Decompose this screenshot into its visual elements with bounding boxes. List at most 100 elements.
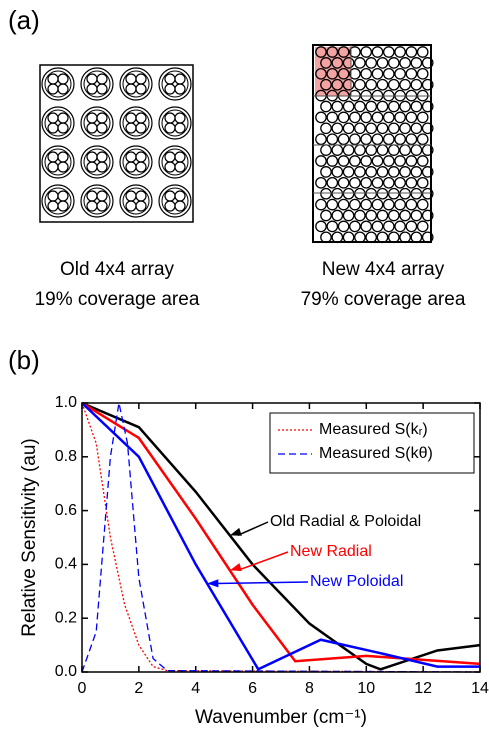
sensor [399,187,411,200]
sensor [135,83,147,95]
sensor [315,46,327,58]
sensor [47,122,59,134]
sensor [360,67,373,80]
sensor [57,151,69,163]
sensor [47,190,59,202]
sensor-ring [83,187,111,215]
sensor [86,161,98,173]
sensor [365,100,378,113]
sensor [57,161,69,173]
sensor [57,112,69,124]
sensor [57,73,69,85]
sensor-ring [44,187,72,215]
sensor [387,144,400,156]
sensor [57,190,69,202]
sensor [394,46,406,58]
sensor [320,122,332,135]
x-axis-title: Wavenumber (cm⁻¹) [195,707,367,728]
sensor [421,187,434,200]
sensor [382,176,395,189]
sensor [342,209,355,222]
sensor [365,187,378,200]
sensor [405,176,418,189]
sensor [421,209,434,222]
sensor [394,155,406,167]
sensor [360,155,373,167]
sensor [331,78,344,91]
sensor [331,166,344,178]
sensor [354,231,366,244]
sensor [416,155,429,167]
sensor [337,67,350,80]
sensor [96,122,108,134]
annotation-arrow [215,581,309,585]
sensor-ring [44,109,72,137]
sensor-ring [44,148,72,176]
sensor [326,198,339,211]
sensor [174,190,186,202]
sensor [86,73,98,85]
annotation-arrow [237,551,289,572]
sensor [360,198,373,211]
sensor [125,122,137,134]
sensor [354,57,366,69]
sensor [349,198,361,211]
sensor-housing [41,67,75,101]
sensor [125,83,137,95]
sensor [315,220,327,233]
sensor [174,122,186,134]
sensor [416,111,429,124]
sensor [365,78,378,91]
line-series [81,402,481,673]
sensor [399,78,411,91]
sensor [125,112,137,124]
sensor [86,200,98,212]
sensor [376,209,389,222]
line-series [81,401,481,671]
sensor [382,220,395,233]
sensor [342,166,355,178]
sensor [174,161,186,173]
sensor [410,78,423,91]
sensor [387,231,400,244]
panel-label: (a) [8,5,40,35]
x-tick-label: 14 [471,680,489,697]
new-array-caption: 79% coverage area [301,289,466,310]
arrow-head [207,579,219,588]
sensor [342,78,355,91]
sensor [342,144,355,156]
sensor [349,220,361,233]
sensor [382,133,395,146]
legend-label: Measured S(kθ) [319,445,433,462]
sensor [416,198,429,211]
sensor [135,200,147,212]
sensor [326,176,339,189]
sensor [410,209,423,222]
sensor-housing [158,106,192,140]
sensor [164,151,176,163]
sensor [387,78,400,91]
sensor [135,112,147,124]
sensor [326,67,339,80]
sensor [394,220,406,233]
sensor [135,122,147,134]
sensor [371,176,384,189]
sensor [416,220,429,233]
x-tick-label: 8 [305,680,314,697]
sensor [376,57,389,69]
annotation-arrow [237,521,269,537]
sensor [354,209,366,222]
sensor [331,144,344,156]
sensor [360,176,373,189]
sensor [96,83,108,95]
sensor [360,133,373,146]
sensor [399,209,411,222]
line-series [81,402,481,673]
sensor [421,122,434,135]
sensor [164,112,176,124]
sensor [376,144,389,156]
sensor-housing [119,67,153,101]
sensor [342,57,355,69]
sensor [382,67,395,80]
y-axis-title: Relative Sensitivity (au) [19,438,40,637]
